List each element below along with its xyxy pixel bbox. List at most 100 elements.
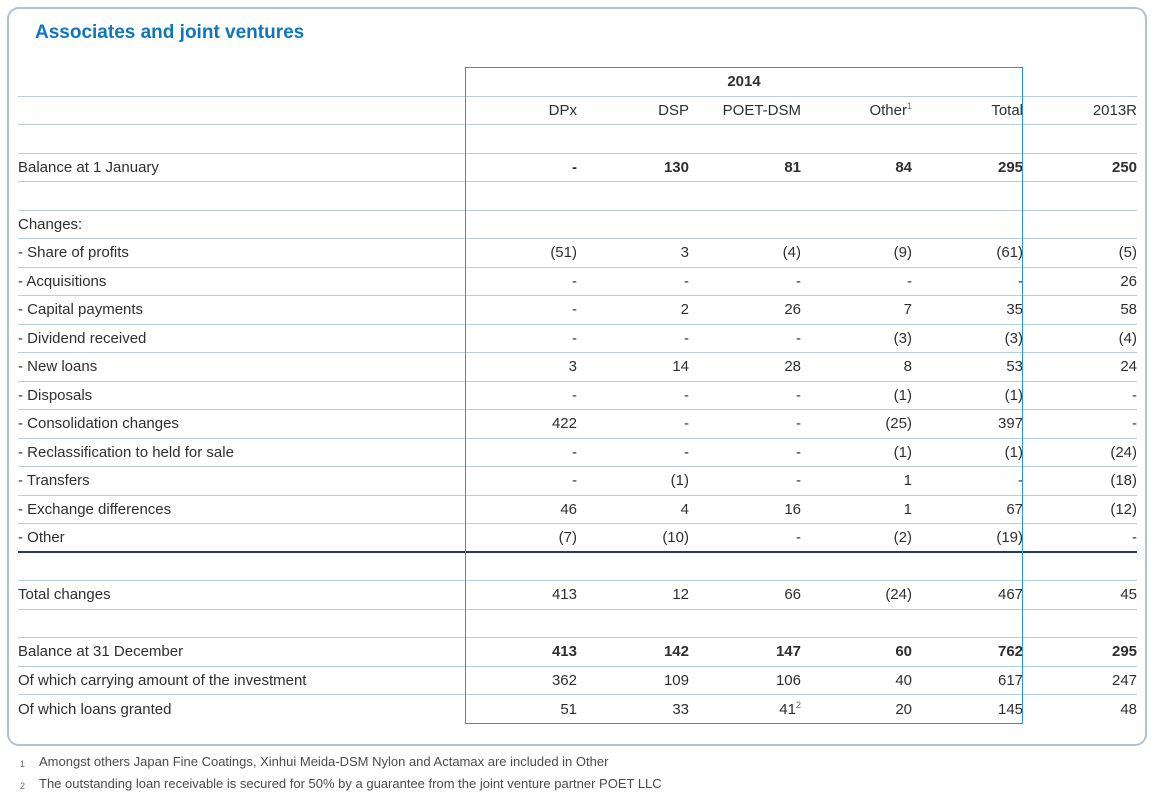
cell-dpx: - [465,295,577,325]
table-row-balance-1-january: Balance at 1 January - 130 81 84 295 250 [18,153,1138,182]
row-label: - Acquisitions [18,267,465,296]
row-label: Of which loans granted [18,700,172,718]
row-label: - New loans [18,352,465,382]
cell-total: 53 [912,352,1024,382]
cell-dpx: - [465,438,577,467]
cell-poet-dsm: 16 [689,495,801,524]
cell-dsp: - [577,438,689,467]
cell-dpx: 3 [465,352,577,382]
cell-total: (19) [912,523,1024,553]
cell-total: 397 [912,409,1024,439]
cell-dsp: 130 [577,153,689,182]
cell-other: 7 [801,295,912,325]
spacer-row [18,181,1138,211]
cell-2013r: 45 [1023,580,1138,610]
cell-2013r: (12) [1023,495,1138,524]
cell-other: 20 [895,700,912,718]
cell-dpx: 362 [465,666,577,695]
cell-2013r: 48 [1120,700,1138,718]
cell-other: 60 [801,637,912,667]
footnote-text: The outstanding loan receivable is secur… [39,776,662,791]
cell-2013r: - [1023,381,1138,410]
footnote-marker: 2 [20,781,26,791]
cell-dpx: - [465,381,577,410]
cell-2013r: 58 [1023,295,1138,325]
cell-other: - [801,267,912,296]
cell-dsp: - [577,381,689,410]
cell-dpx: - [465,267,577,296]
cell-other: 40 [801,666,912,695]
page-title: Associates and joint ventures [35,22,305,43]
cell-other: 1 [801,495,912,524]
table-row-other: - Other (7) (10) - (2) (19) - [18,523,1138,553]
cell-2013r: 295 [1023,637,1138,667]
row-label: - Other [18,523,465,553]
cell-poet-dsm: 66 [689,580,801,610]
column-header-dsp: DSP [577,96,689,125]
row-label: - Exchange differences [18,495,465,524]
spacer-cell [18,96,465,125]
cell-dsp: - [577,409,689,439]
cell-2013r: 26 [1023,267,1138,296]
cell-dsp: - [577,324,689,353]
cell-poet-dsm: (4) [689,238,801,268]
cell-dsp: 4 [577,495,689,524]
cell-2013r: (4) [1023,324,1138,353]
cell-poet-dsm: 412 [779,699,801,718]
cell-2013r: 250 [1023,153,1138,182]
cell-total: (1) [912,381,1024,410]
cell-poet-dsm: - [689,267,801,296]
table-row-share-of-profits: - Share of profits (51) 3 (4) (9) (61) (… [18,238,1138,268]
cell-total: 295 [912,153,1024,182]
table-row-changes-header: Changes: [18,210,1138,239]
cell-other: (24) [801,580,912,610]
cell-total: 67 [912,495,1024,524]
cell-dsp: 2 [577,295,689,325]
cell-poet-dsm: 28 [689,352,801,382]
cell-2013r: (18) [1023,466,1138,496]
cell-2013r: 247 [1023,666,1138,695]
cell-dsp: - [577,267,689,296]
cell-dpx: - [465,466,577,496]
cell-total: (1) [912,438,1024,467]
row-label: - Capital payments [18,295,465,325]
table-row-capital-payments: - Capital payments - 2 26 7 35 58 [18,295,1138,325]
cell-dsp: 12 [577,580,689,610]
footnote-ref-icon: 1 [906,100,912,111]
cell-dpx: 46 [465,495,577,524]
cell-other: (3) [801,324,912,353]
cell-dsp: 14 [577,352,689,382]
cell-dpx: 422 [465,409,577,439]
row-label: - Dividend received [18,324,465,353]
footnotes: 1 Amongst others Japan Fine Coatings, Xi… [20,752,1120,796]
spacer-row [18,552,1138,581]
cell-poet-dsm: 147 [689,637,801,667]
cell-total: (3) [912,324,1024,353]
table-row-loans-granted: Of which loans granted 51 33 412 20 145 … [18,695,1137,724]
table-row-new-loans: - New loans 3 14 28 8 53 24 [18,352,1138,382]
year-header: 2014 [465,67,1024,97]
cell-poet-dsm: - [689,324,801,353]
footnote-1: 1 Amongst others Japan Fine Coatings, Xi… [20,752,1120,774]
spacer-row [18,609,1138,638]
cell-total: 35 [912,295,1024,325]
cell-total: 617 [912,666,1024,695]
cell-poet-dsm: 81 [689,153,801,182]
cell-dpx: 51 [560,700,577,718]
cell-dpx: - [465,153,577,182]
cell-poet-dsm: - [689,381,801,410]
cell-other: (2) [801,523,912,553]
table-row-acquisitions: - Acquisitions - - - - - 26 [18,267,1138,296]
table-row-balance-31-december: Balance at 31 December 413 142 147 60 76… [18,637,1138,667]
table-row-year-header: 2014 [18,67,1138,97]
table-row-carrying-amount: Of which carrying amount of the investme… [18,666,1138,695]
spacer-row [18,124,1138,154]
cell-total: 762 [912,637,1024,667]
footnote-marker: 1 [20,759,26,769]
row-label: - Share of profits [18,238,465,268]
row-label: - Disposals [18,381,465,410]
table-row-column-headers: DPx DSP POET-DSM Other1 Total 2013R [18,96,1138,125]
row-label: Total changes [18,580,465,610]
cell-dpx: (7) [465,523,577,553]
column-header-2013r: 2013R [1023,96,1138,125]
